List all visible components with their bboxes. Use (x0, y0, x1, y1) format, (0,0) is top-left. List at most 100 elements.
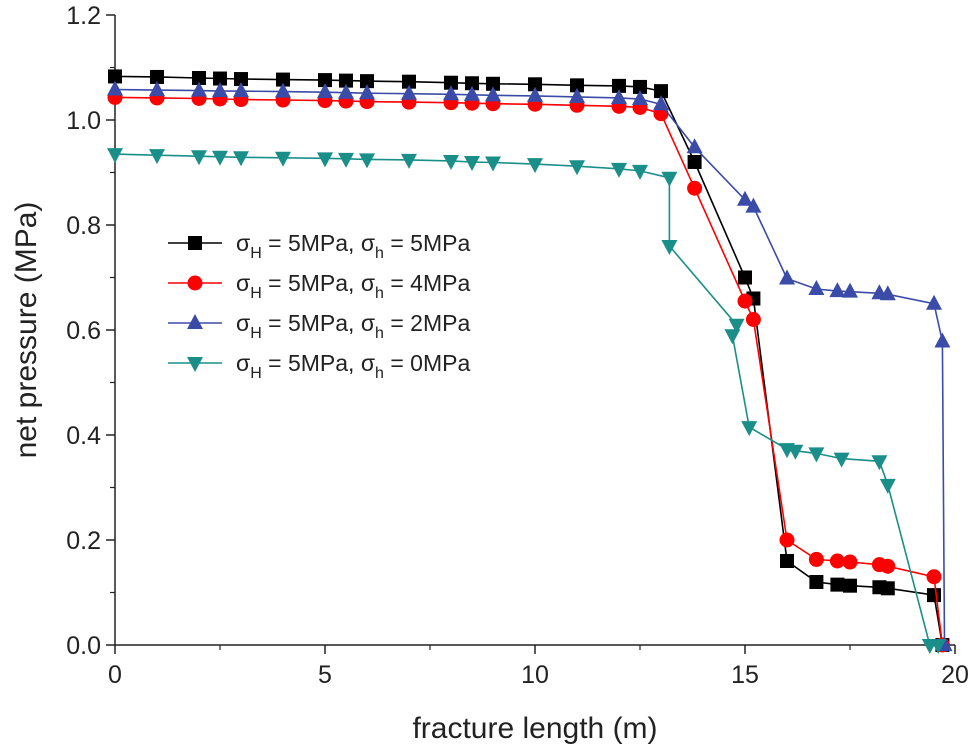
data-point (745, 312, 761, 327)
data-point (528, 77, 542, 92)
y-tick-label: 0.8 (66, 212, 101, 240)
data-point (359, 153, 375, 169)
data-point (686, 138, 703, 154)
data-point (234, 72, 248, 87)
x-tick-label: 15 (731, 661, 759, 689)
legend-text: = 2MPa (384, 310, 471, 336)
legend-entry: σH = 5MPa, σh = 4MPa (168, 270, 470, 302)
data-point (654, 84, 668, 99)
data-point (276, 72, 290, 87)
data-point (443, 154, 459, 170)
legend-subscript: H (250, 325, 262, 342)
data-point (661, 171, 678, 187)
legend-text: = 4MPa (384, 270, 471, 296)
data-point (738, 270, 752, 285)
data-point (661, 240, 678, 255)
legend-text: = 5MPa, (262, 350, 361, 376)
data-point (829, 282, 846, 298)
y-tick-label: 0.4 (66, 422, 101, 450)
data-point (830, 577, 845, 592)
data-point (401, 84, 417, 100)
legend-text: σ (236, 230, 250, 256)
legend-text: = 0MPa (384, 350, 471, 376)
data-point (724, 329, 741, 345)
legend-text: σ (236, 350, 250, 376)
x-tick-label: 0 (108, 661, 122, 689)
data-point (486, 76, 500, 91)
data-point (213, 71, 227, 86)
legend-text: σ (361, 270, 375, 296)
legend-subscript: h (375, 365, 384, 382)
data-point (612, 78, 626, 93)
data-point (787, 444, 804, 460)
data-point (212, 82, 228, 98)
data-point (150, 69, 164, 84)
data-point (737, 293, 753, 309)
data-point (829, 553, 845, 569)
legend-text: = 5MPa, (262, 230, 361, 256)
x-tick-label: 10 (521, 661, 549, 689)
data-point (485, 86, 501, 102)
data-point (108, 69, 122, 84)
data-point (107, 80, 123, 96)
data-point (338, 83, 354, 99)
legend-text: σ (236, 310, 250, 336)
data-point (527, 158, 543, 174)
legend-subscript: H (250, 285, 262, 302)
data-point (745, 197, 762, 213)
data-point (779, 532, 795, 548)
data-point (737, 190, 753, 206)
legend-text: = 5MPa, (262, 270, 361, 296)
data-point (464, 156, 480, 171)
series-layer (107, 69, 953, 654)
data-point (359, 84, 375, 100)
data-point (465, 76, 479, 91)
data-point (275, 82, 291, 98)
series-2 (107, 89, 950, 653)
data-point (569, 160, 585, 176)
legend-marker (187, 314, 203, 329)
legend-label: σH = 5MPa, σh = 5MPa (236, 230, 470, 262)
data-point (443, 85, 459, 101)
data-point (402, 74, 416, 89)
legend-entry: σH = 5MPa, σh = 0MPa (168, 350, 470, 382)
data-point (879, 285, 896, 301)
legend-text: = 5MPa, (262, 310, 361, 336)
data-point (485, 156, 501, 172)
legend-subscript: H (250, 245, 262, 262)
data-point (842, 282, 858, 298)
data-point (317, 152, 333, 168)
legend-text: σ (236, 270, 250, 296)
data-point (687, 155, 702, 169)
data-point (808, 551, 824, 567)
legend-label: σH = 5MPa, σh = 2MPa (236, 310, 470, 342)
data-point (339, 73, 353, 88)
y-tick-label: 0.2 (66, 527, 101, 555)
data-point (687, 180, 703, 196)
legend-entry: σH = 5MPa, σh = 2MPa (168, 310, 470, 342)
data-point (527, 86, 543, 102)
data-point (212, 150, 228, 166)
x-axis-title: fracture length (m) (412, 712, 657, 745)
data-point (611, 162, 627, 178)
data-point (780, 554, 794, 568)
data-point (728, 318, 745, 334)
y-tick-label: 1.2 (66, 2, 101, 30)
data-point (464, 85, 480, 101)
legend-subscript: h (375, 285, 384, 302)
data-point (444, 75, 458, 90)
data-point (192, 71, 206, 85)
legend-marker (187, 275, 203, 291)
data-point (843, 578, 857, 593)
data-point (611, 88, 627, 104)
series-line (114, 153, 939, 646)
data-point (149, 149, 165, 165)
data-point (808, 280, 825, 296)
data-point (338, 152, 354, 168)
y-tick-label: 1.0 (66, 107, 101, 135)
legend-label: σH = 5MPa, σh = 4MPa (236, 270, 470, 302)
data-point (317, 83, 333, 99)
data-point (842, 554, 858, 570)
axes: 0 5 10 15 20 0.0 0.2 0.4 0.6 0.8 1.0 1.2 (66, 2, 969, 689)
